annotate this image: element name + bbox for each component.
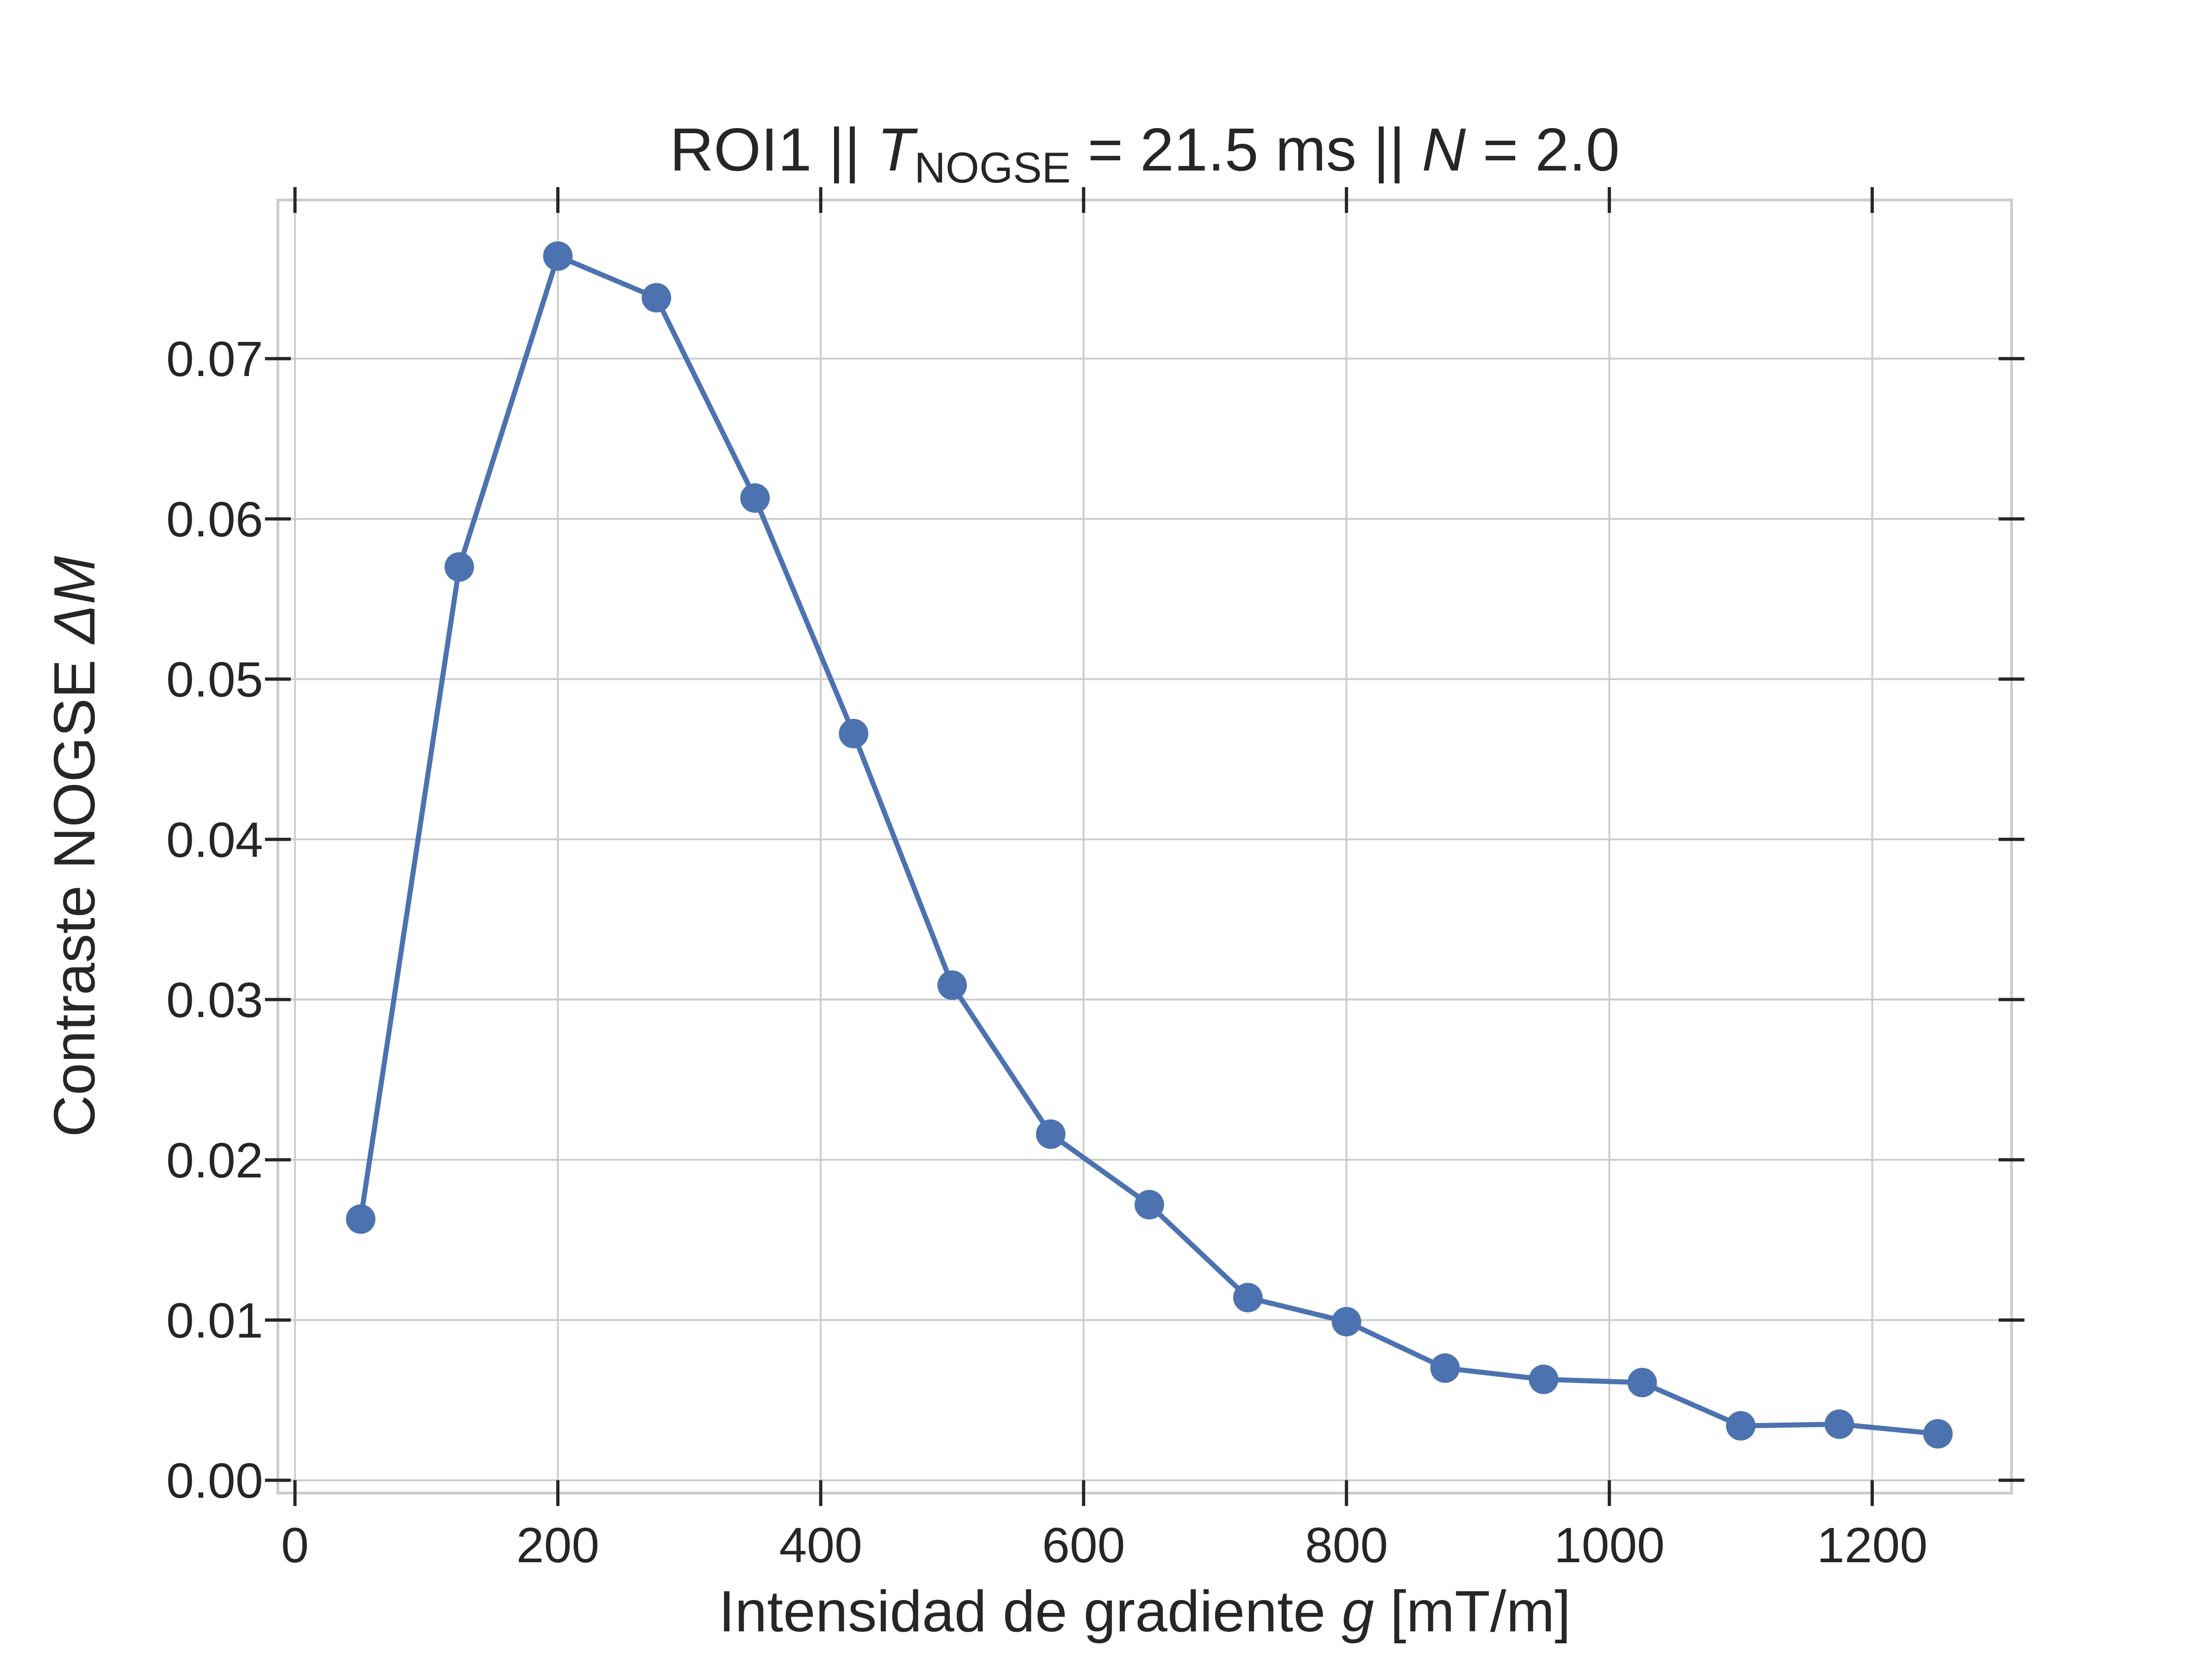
data-point [937,970,967,1000]
x-tick-label: 1000 [1554,1517,1665,1573]
data-point [1726,1411,1756,1441]
data-point [1134,1190,1164,1220]
y-tick-label: 0.05 [166,652,263,707]
plot-frame [276,199,2013,1494]
title-period-symbol: T [877,116,918,183]
data-point [1923,1419,1953,1449]
y-tick-label: 0.03 [166,972,263,1028]
x-tick-label: 600 [1042,1517,1125,1573]
y-tick-label: 0.00 [166,1453,263,1508]
data-point [1627,1368,1657,1398]
x-tick-label: 800 [1305,1517,1388,1573]
data-series [346,241,1953,1449]
y-tick-label: 0.04 [166,812,263,867]
y-tick-label: 0.01 [166,1292,263,1348]
data-point [1233,1282,1263,1312]
chart-title: ROI1 || TNOGSE = 21.5 ms || N = 2.0 [670,116,1619,192]
x-tick-label: 0 [281,1517,309,1573]
data-point [1824,1409,1854,1439]
data-point [1331,1306,1361,1336]
x-axis-label: Intensidad de gradiente g [mT/m] [718,1579,1571,1644]
data-point [1036,1119,1066,1149]
y-tick-label: 0.07 [166,331,263,387]
data-point [740,483,770,513]
data-point [543,241,573,271]
y-axis-label: Contraste NOGSE ΔM [42,556,107,1137]
y-tick-label: 0.02 [166,1132,263,1188]
x-tick-label: 400 [779,1517,862,1573]
data-point [346,1204,376,1234]
data-point [1430,1353,1460,1383]
grid-lines [278,200,2012,1493]
y-tick-label: 0.06 [166,491,263,547]
x-tick-label: 200 [516,1517,599,1573]
x-tick-label: 1200 [1817,1517,1928,1573]
title-n-symbol: N [1422,116,1466,183]
data-point [1529,1365,1559,1394]
data-point [444,552,474,582]
title-period-subscript: NOGSE [914,143,1071,192]
data-point [839,718,869,748]
tick-labels: 0 200 400 600 800 1000 1200 0.00 0.01 0.02 0.03 0.0… [166,331,1928,1573]
tick-marks [265,187,2024,1506]
data-point [641,283,671,313]
